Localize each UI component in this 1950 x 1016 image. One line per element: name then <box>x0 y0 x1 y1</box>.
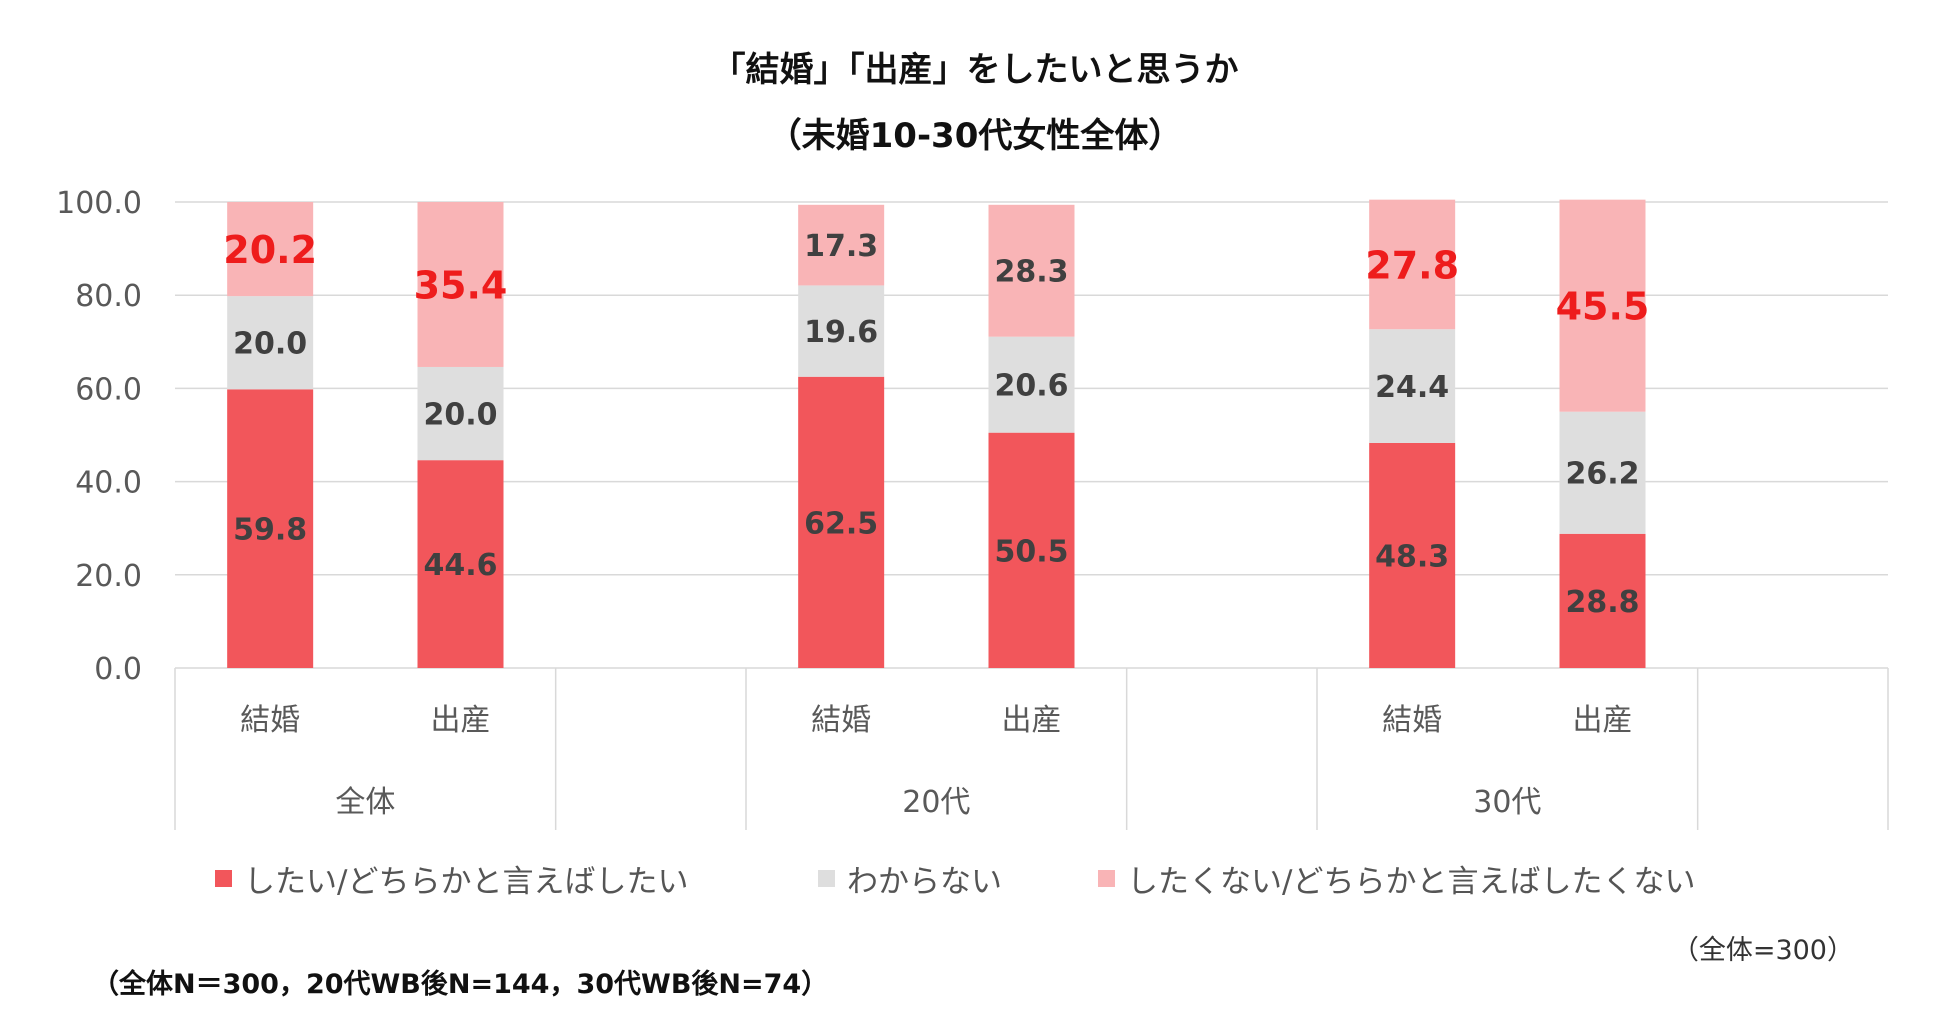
data-label: 20.6 <box>994 369 1068 404</box>
data-label: 28.8 <box>1565 585 1639 620</box>
legend-item-not-want: したくない/どちらかと言えばしたくない <box>1098 856 1695 901</box>
data-label: 26.2 <box>1565 457 1639 492</box>
category-label: 出産 <box>431 703 491 738</box>
legend-label-want: したい/どちらかと言えばしたい <box>244 864 689 900</box>
total-note: （全体=300） <box>1671 935 1854 966</box>
data-label: 45.5 <box>1556 285 1650 329</box>
bar-segment <box>798 204 885 286</box>
legend-swatch-not-want <box>1098 870 1115 887</box>
bar-segment <box>1559 199 1646 412</box>
data-label: 17.3 <box>804 229 878 264</box>
legend-label-not-want: したくない/どちらかと言えばしたくない <box>1127 864 1696 900</box>
stacked-bar-chart: 0.0 20.0 40.0 60.0 80.0 100.0 全体 20代 30代 結婚 59.8 20… <box>56 186 1889 830</box>
bar-segment <box>988 432 1075 668</box>
bar-segment <box>227 202 314 297</box>
group-label: 全体 <box>335 785 395 820</box>
legend-item-want: したい/どちらかと言えばしたい <box>215 856 688 901</box>
data-label: 50.5 <box>994 534 1068 569</box>
data-label: 28.3 <box>994 255 1068 290</box>
y-tick-label: 60.0 <box>75 372 142 407</box>
category-label: 結婚 <box>1382 703 1442 738</box>
group-label: 20代 <box>902 785 970 820</box>
bar-segment <box>988 336 1075 433</box>
data-label: 62.5 <box>804 506 878 541</box>
y-tick-label: 100.0 <box>56 186 142 221</box>
data-label: 27.8 <box>1365 243 1459 287</box>
data-label: 35.4 <box>414 263 508 307</box>
y-tick-label: 80.0 <box>75 279 142 314</box>
category-label: 結婚 <box>240 703 300 738</box>
bar-segment <box>227 389 314 668</box>
bar-segment <box>417 202 504 367</box>
legend-swatch-unsure <box>818 870 835 887</box>
data-label: 20.2 <box>223 228 317 272</box>
bar-segment <box>798 376 885 668</box>
bar-segment <box>1559 411 1646 534</box>
bar-segment <box>1369 442 1456 668</box>
legend-swatch-want <box>215 870 232 887</box>
data-label: 20.0 <box>423 398 497 433</box>
data-label: 24.4 <box>1375 370 1449 405</box>
bar-segment <box>798 285 885 377</box>
bar-segment <box>1369 329 1456 443</box>
category-label: 結婚 <box>811 703 871 738</box>
data-label: 20.0 <box>233 327 307 362</box>
chart-subtitle: （未婚10-30代女性全体） <box>767 116 1183 156</box>
legend-label-unsure: わからない <box>847 864 1002 900</box>
bar-segment <box>1559 533 1646 668</box>
bar-segment <box>227 296 314 390</box>
y-tick-label: 20.0 <box>75 559 142 594</box>
category-label: 出産 <box>1573 703 1633 738</box>
bar-segment <box>1369 199 1456 330</box>
bar-segment <box>988 204 1075 337</box>
legend-item-unsure: わからない <box>818 856 1002 901</box>
data-label: 19.6 <box>804 315 878 350</box>
bar-segment <box>417 460 504 668</box>
y-tick-label: 0.0 <box>94 652 142 687</box>
y-tick-label: 40.0 <box>75 466 142 501</box>
data-label: 59.8 <box>233 513 307 548</box>
bar-segment <box>417 366 504 461</box>
sample-size-footnote: （全体N＝300，20代WB後N=144，30代WB後N=74） <box>92 969 829 1000</box>
category-label: 出産 <box>1002 703 1062 738</box>
data-label: 48.3 <box>1375 539 1449 574</box>
group-label: 30代 <box>1473 785 1541 820</box>
data-label: 44.6 <box>423 548 497 583</box>
chart-title: 「結婚」「出産」をしたいと思うか <box>711 50 1239 90</box>
